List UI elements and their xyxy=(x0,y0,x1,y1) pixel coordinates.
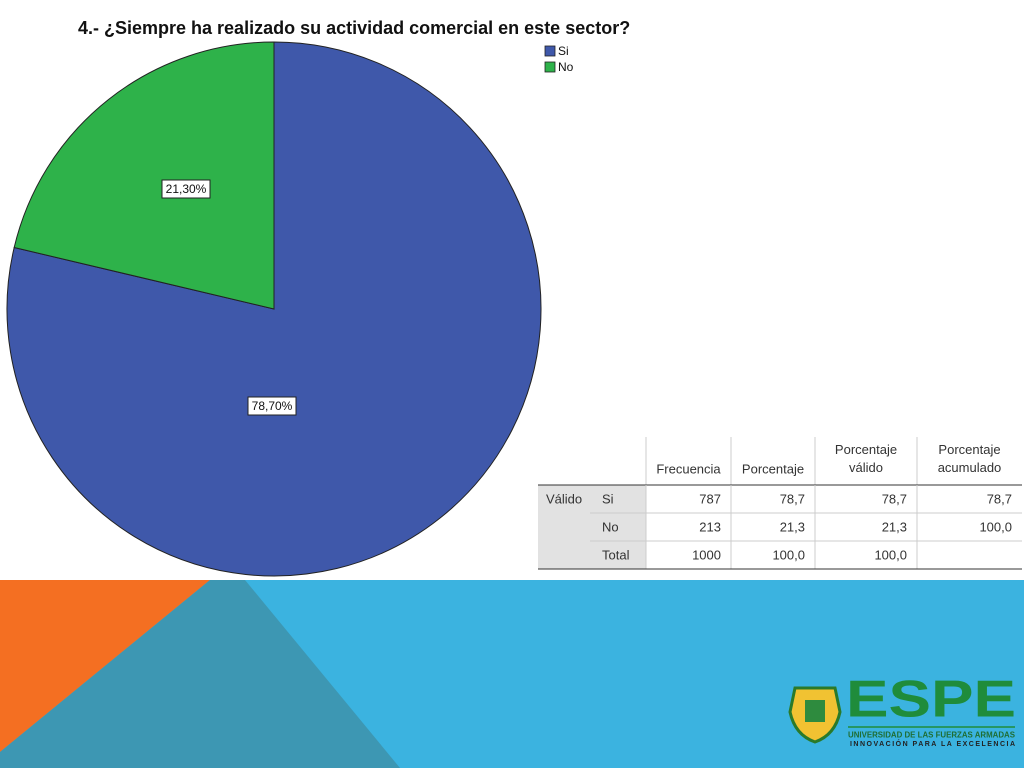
cell-value: 78,7 xyxy=(780,491,805,506)
teal-shape xyxy=(0,580,400,768)
chart-title: 4.- ¿Siempre ha realizado su actividad c… xyxy=(78,18,630,38)
table: Frecuencia Porcentaje Porcentaje válido Porc… xyxy=(538,437,1022,570)
legend-label: Si xyxy=(558,44,569,58)
column-header: Frecuencia xyxy=(656,461,721,476)
row-label: No xyxy=(602,519,619,534)
pie: 78,70% 21,30% Si No xyxy=(6,41,574,577)
cell-value: 787 xyxy=(699,491,721,506)
column-header: Porcentaje xyxy=(742,461,804,476)
cell-value: 78,7 xyxy=(987,491,1012,506)
row-group: Válido xyxy=(546,491,582,506)
cell-value: 100,0 xyxy=(979,519,1012,534)
cell-value: 100,0 xyxy=(772,547,805,562)
label-box xyxy=(161,179,211,199)
emblem-inner xyxy=(805,700,825,722)
legend-swatch xyxy=(544,45,556,57)
data-label: 78,70% xyxy=(252,399,293,413)
row-label: Si xyxy=(602,491,614,506)
logo: ESPE UNIVERSIDAD DE LAS FUERZAS ARMADAS … xyxy=(788,671,1016,748)
university-name: UNIVERSIDAD DE LAS FUERZAS ARMADAS xyxy=(848,729,1015,739)
cell-value: 1000 xyxy=(692,547,721,562)
cell-value: 21,3 xyxy=(882,519,907,534)
column-header: Porcentaje válido xyxy=(835,442,897,475)
label-box xyxy=(247,396,297,416)
stub-background xyxy=(538,485,646,569)
cell-value: 21,3 xyxy=(780,519,805,534)
motto: INNOVACIÓN PARA LA EXCELENCIA xyxy=(850,739,1015,748)
cell-value: 78,7 xyxy=(882,491,907,506)
cell-value: 100,0 xyxy=(874,547,907,562)
cell-value: 213 xyxy=(699,519,721,534)
logo-text: ESPE xyxy=(846,671,1016,729)
legend-swatch xyxy=(544,61,556,73)
pie-slice xyxy=(13,41,275,310)
column-header: Porcentaje acumulado xyxy=(938,442,1002,475)
legend-label: No xyxy=(558,60,574,74)
data-label: 21,30% xyxy=(166,182,207,196)
row-label: Total xyxy=(602,547,630,562)
